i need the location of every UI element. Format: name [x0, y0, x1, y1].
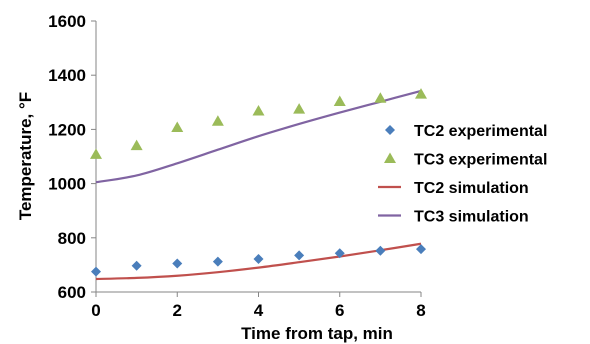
y-tick-label: 1000 [48, 175, 86, 194]
data-point-tc2-experimental [375, 245, 386, 256]
legend-label-tc2-experimental: TC2 experimental [414, 123, 547, 140]
x-tick-label: 0 [91, 301, 100, 320]
plot-area [90, 88, 427, 281]
data-point-tc2-experimental [131, 260, 142, 271]
data-point-tc3-experimental [130, 139, 143, 151]
data-point-tc2-experimental [172, 258, 183, 269]
legend-label-tc3-simulation: TC3 simulation [414, 209, 529, 226]
data-point-tc3-experimental [293, 103, 306, 114]
data-point-tc2-experimental [294, 250, 305, 261]
x-tick-label: 6 [335, 301, 344, 320]
legend-label-tc3-experimental: TC3 experimental [414, 152, 547, 169]
x-tick-label: 2 [173, 301, 182, 320]
y-tick-label: 600 [58, 283, 86, 302]
data-point-tc3-experimental [90, 148, 102, 159]
data-point-tc3-experimental [252, 104, 265, 116]
legend-label-tc2-simulation: TC2 simulation [414, 180, 529, 197]
data-point-tc2-experimental [416, 244, 426, 255]
y-tick-label: 800 [58, 229, 86, 248]
axes: 600 800 1000 1200 1400 1600 0 2 4 6 8 [48, 12, 426, 320]
legend: TC2 experimental TC3 experimental TC2 simu… [378, 123, 547, 226]
data-point-tc2-experimental [212, 256, 223, 267]
data-point-tc2-experimental [91, 266, 101, 277]
y-tick-label: 1200 [48, 120, 86, 139]
legend-swatch-tc3-experimental [384, 152, 396, 163]
x-axis-title: Time from tap, min [241, 324, 393, 343]
data-point-tc3-experimental [211, 115, 224, 126]
data-point-tc3-experimental [374, 92, 387, 103]
data-point-tc3-experimental [415, 88, 427, 99]
data-point-tc2-experimental [253, 253, 264, 264]
data-point-tc2-experimental [334, 248, 345, 259]
x-tick-label: 8 [416, 301, 425, 320]
data-point-tc3-experimental [171, 121, 184, 133]
y-tick-label: 1400 [48, 66, 86, 85]
x-tick-label: 4 [254, 301, 264, 320]
series-line-tc2-simulation [95, 242, 422, 281]
series-line-tc3-simulation [95, 89, 422, 184]
legend-swatch-tc2-experimental [385, 125, 395, 135]
y-tick-label: 1600 [48, 12, 86, 31]
y-axis-title: Temperature, °F [16, 92, 35, 220]
data-point-tc3-experimental [333, 95, 346, 106]
